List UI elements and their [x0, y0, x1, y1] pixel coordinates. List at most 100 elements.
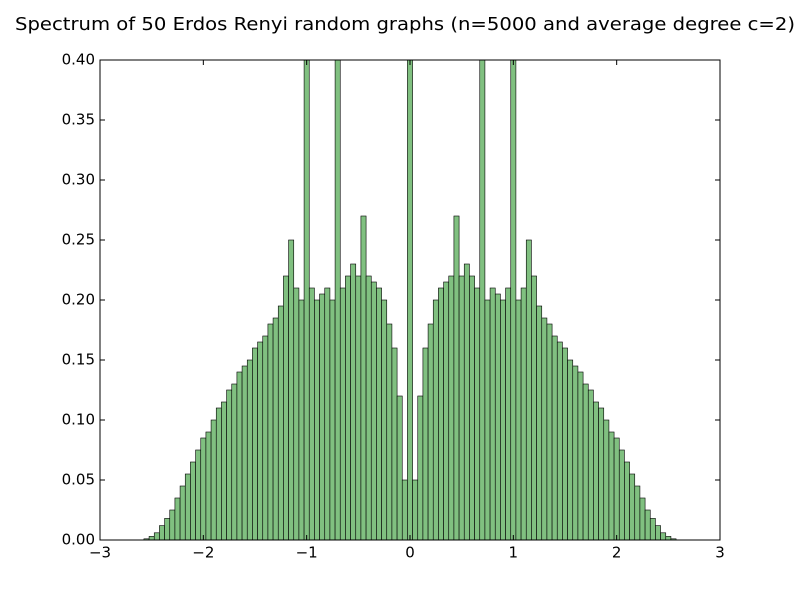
bar [386, 323, 393, 541]
bar [613, 437, 620, 541]
bar [236, 371, 243, 541]
bar [195, 449, 202, 541]
x-tick-label: −1 [296, 544, 318, 562]
bar [463, 263, 470, 541]
bar [246, 359, 253, 541]
bar [649, 518, 656, 541]
x-tick-label: −2 [192, 544, 214, 562]
bar [319, 293, 326, 541]
bar [360, 215, 367, 541]
bar [314, 299, 320, 541]
bar [159, 525, 165, 541]
bar [541, 317, 548, 541]
bar [577, 371, 584, 541]
bar [655, 525, 661, 541]
bar [407, 59, 413, 541]
bar [582, 383, 589, 541]
bar [221, 401, 227, 541]
bar [257, 341, 264, 541]
bar [525, 239, 532, 541]
bar [572, 365, 579, 541]
bar [629, 473, 636, 541]
bar [370, 281, 377, 541]
bar [329, 299, 336, 541]
bar [520, 287, 527, 541]
bar [458, 275, 465, 541]
bar [345, 275, 351, 541]
bar [252, 347, 258, 541]
bar [164, 518, 171, 541]
bar [536, 305, 543, 541]
bar [427, 323, 434, 541]
bar [355, 275, 362, 541]
bar [562, 347, 568, 541]
bar [531, 275, 537, 541]
bar [556, 341, 563, 541]
bar [603, 419, 610, 541]
y-tick-label: 0.05 [62, 471, 95, 489]
bar [267, 323, 274, 541]
bar [210, 419, 217, 541]
bar [288, 239, 295, 541]
bar [417, 395, 424, 541]
bar [660, 532, 667, 541]
bar [608, 431, 615, 541]
bar [422, 347, 429, 541]
bar [350, 263, 357, 541]
y-tick-label: 0.40 [62, 51, 95, 69]
bar [515, 299, 522, 541]
bar [179, 485, 186, 541]
bar [381, 299, 388, 541]
bar [489, 287, 496, 541]
bar [184, 473, 191, 541]
y-tick-label: 0.15 [62, 351, 95, 369]
bar [443, 281, 450, 541]
bar [505, 287, 512, 541]
bar [665, 536, 672, 541]
bar [567, 359, 574, 541]
bar [391, 347, 398, 541]
bar [303, 59, 310, 541]
bar [438, 287, 444, 541]
y-tick-label: 0.00 [62, 531, 95, 549]
bar [293, 287, 300, 541]
y-tick-label: 0.30 [62, 171, 95, 189]
bar [551, 335, 558, 541]
bar [546, 323, 553, 541]
bar [308, 287, 315, 541]
bar [262, 335, 269, 541]
bar [339, 287, 346, 541]
bar [169, 509, 176, 541]
bar [593, 401, 599, 541]
bar [412, 479, 419, 541]
bar [500, 299, 506, 541]
chart-title: Spectrum of 50 Erdos Renyi random graphs… [15, 14, 795, 35]
y-tick-label: 0.20 [62, 291, 95, 309]
bar [272, 317, 279, 541]
y-tick-label: 0.10 [62, 411, 95, 429]
bar [190, 461, 196, 541]
bar [401, 479, 408, 541]
bar [226, 389, 233, 541]
y-tick-label: 0.35 [62, 111, 95, 129]
bar [283, 275, 289, 541]
x-tick-label: −3 [89, 544, 111, 562]
bar [644, 509, 651, 541]
bar [153, 532, 160, 541]
bar [510, 59, 517, 541]
bar [334, 59, 341, 541]
bar [324, 287, 331, 541]
bar [587, 389, 594, 541]
bar [241, 365, 248, 541]
bar [432, 299, 439, 541]
bar [365, 275, 372, 541]
x-tick-label: 3 [715, 544, 725, 562]
bar [200, 437, 207, 541]
bar [624, 461, 630, 541]
bar [298, 299, 305, 541]
bar [231, 383, 238, 541]
bar [474, 287, 481, 541]
bar [639, 497, 646, 541]
bar [448, 275, 455, 541]
